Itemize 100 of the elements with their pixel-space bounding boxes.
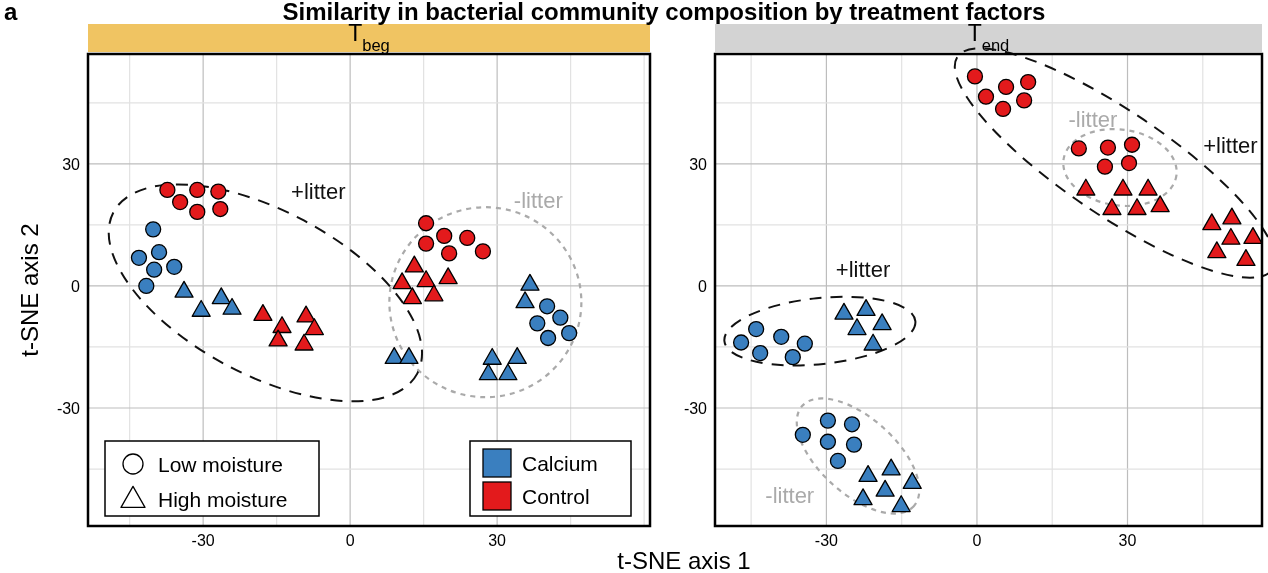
x-tick-label: 0 [972, 532, 982, 549]
point [392, 272, 412, 290]
chart-title: T$_{end}$ [967, 20, 1010, 55]
annotation: +litter [835, 257, 891, 283]
point [1222, 207, 1242, 225]
point [1207, 241, 1227, 259]
y-tick-label: 30 [689, 155, 708, 173]
point [834, 302, 854, 320]
annotation: -litter [1068, 106, 1118, 132]
point [417, 235, 435, 252]
x-tick-label: 30 [1118, 532, 1137, 549]
point [1076, 178, 1096, 196]
point [561, 324, 578, 342]
point [520, 273, 540, 291]
point [272, 316, 292, 334]
point [212, 200, 229, 218]
point [417, 215, 435, 232]
point [784, 348, 801, 366]
point [1243, 227, 1263, 245]
point [189, 203, 206, 221]
point [438, 267, 458, 285]
point [294, 333, 314, 351]
text: a [4, 0, 18, 25]
point [416, 270, 436, 288]
point [1096, 158, 1114, 175]
point [253, 303, 273, 321]
point [399, 347, 419, 365]
point [146, 261, 163, 278]
x-tick-label: -30 [191, 532, 215, 549]
point [752, 344, 769, 362]
point [159, 181, 176, 199]
point [482, 347, 502, 365]
point [1099, 139, 1117, 156]
annotation: +litter [291, 178, 346, 204]
annotation: Low moisture [158, 453, 283, 476]
point [1015, 92, 1033, 109]
point [1150, 195, 1170, 213]
point [440, 245, 458, 262]
point [1019, 73, 1037, 91]
point [150, 244, 168, 261]
y-tick-label: 0 [698, 277, 708, 295]
point [174, 280, 194, 298]
point [191, 299, 211, 317]
point [1120, 154, 1138, 172]
point [402, 287, 423, 305]
point [138, 277, 155, 295]
point [853, 488, 873, 506]
point [145, 221, 162, 238]
point [1070, 140, 1087, 157]
x-tick-label: 0 [345, 532, 355, 549]
point [552, 309, 569, 326]
point [1127, 198, 1147, 216]
point [1138, 178, 1158, 196]
point [858, 465, 878, 483]
point [794, 426, 811, 444]
y-axis-title: t-SNE axis 2 [16, 223, 43, 357]
y-tick-label: -30 [56, 400, 81, 417]
point [478, 363, 498, 381]
point [966, 68, 984, 85]
point [296, 305, 316, 323]
point [171, 193, 189, 211]
point [856, 299, 876, 317]
point [474, 243, 492, 260]
point [881, 458, 901, 476]
point [384, 347, 404, 365]
x-tick-label: -30 [814, 532, 839, 549]
point [902, 471, 922, 490]
point [843, 416, 861, 433]
point [210, 183, 227, 200]
point [507, 347, 527, 365]
annotation: Calcium [522, 452, 598, 475]
x-axis-title: t-SNE axis 1 [617, 547, 751, 573]
point [1123, 136, 1141, 153]
point [819, 433, 837, 450]
point [436, 227, 453, 245]
point [424, 284, 444, 302]
point [796, 335, 813, 352]
point [994, 100, 1012, 118]
x-tick-label: 30 [488, 532, 507, 549]
point [1202, 213, 1222, 231]
point [222, 297, 242, 315]
point [268, 329, 288, 347]
point [863, 333, 883, 351]
point [732, 334, 750, 351]
point [891, 495, 911, 513]
annotation: -litter [765, 483, 815, 509]
point [1102, 198, 1122, 216]
point [845, 436, 863, 453]
y-tick-label: -30 [683, 400, 708, 417]
annotation: +litter [1203, 132, 1258, 158]
point [130, 249, 148, 267]
point [1113, 178, 1133, 196]
point [819, 412, 837, 429]
annotation: Control [522, 485, 590, 508]
point [189, 181, 206, 199]
point [748, 320, 765, 338]
point [977, 88, 995, 105]
point [829, 452, 847, 470]
point [539, 329, 557, 347]
annotation: -litter [513, 188, 563, 214]
